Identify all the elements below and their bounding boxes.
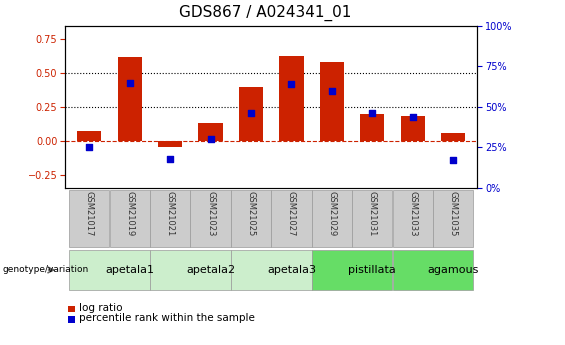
Text: GSM21017: GSM21017 [85, 191, 94, 237]
Bar [401, 116, 425, 141]
Bar [352, 190, 393, 247]
Text: genotype/variation: genotype/variation [3, 265, 89, 275]
Text: GSM21025: GSM21025 [246, 191, 255, 237]
Text: agamous: agamous [428, 265, 479, 275]
Point [408, 114, 417, 119]
Bar [158, 141, 182, 148]
Bar [69, 190, 110, 247]
Text: percentile rank within the sample: percentile rank within the sample [79, 313, 255, 323]
Point [166, 156, 175, 161]
Bar [118, 57, 142, 141]
Point [206, 137, 215, 142]
Point [125, 80, 134, 85]
Text: GSM21029: GSM21029 [327, 191, 336, 237]
Bar [279, 56, 303, 141]
Text: apetala2: apetala2 [186, 265, 235, 275]
Point [368, 111, 377, 116]
Bar [393, 250, 473, 290]
Bar [110, 190, 150, 247]
Bar [69, 250, 150, 290]
Bar [150, 190, 190, 247]
Bar [231, 250, 311, 290]
Bar [198, 123, 223, 141]
Bar [77, 131, 101, 141]
Text: GSM21035: GSM21035 [449, 191, 458, 237]
Point [327, 88, 336, 93]
Text: GSM21019: GSM21019 [125, 191, 134, 237]
Text: apetala3: apetala3 [267, 265, 316, 275]
Bar [190, 190, 231, 247]
Text: GSM21021: GSM21021 [166, 191, 175, 237]
Text: apetala1: apetala1 [105, 265, 154, 275]
Bar [312, 250, 393, 290]
Bar [441, 132, 466, 141]
Text: GDS867 / A024341_01: GDS867 / A024341_01 [179, 4, 352, 21]
Bar [231, 190, 271, 247]
Point [246, 111, 255, 116]
Bar [433, 190, 473, 247]
Bar [239, 87, 263, 141]
Text: pistillata: pistillata [349, 265, 396, 275]
Bar [150, 250, 231, 290]
Bar [320, 62, 344, 141]
Bar [271, 190, 311, 247]
Point [85, 145, 94, 150]
Point [287, 81, 296, 87]
Point [449, 158, 458, 163]
Text: log ratio: log ratio [79, 303, 123, 313]
Text: GSM21031: GSM21031 [368, 191, 377, 237]
Bar [393, 190, 433, 247]
Bar [312, 190, 352, 247]
Text: GSM21023: GSM21023 [206, 191, 215, 237]
Text: GSM21027: GSM21027 [287, 191, 296, 237]
Text: GSM21033: GSM21033 [408, 191, 417, 237]
Bar [360, 114, 384, 141]
